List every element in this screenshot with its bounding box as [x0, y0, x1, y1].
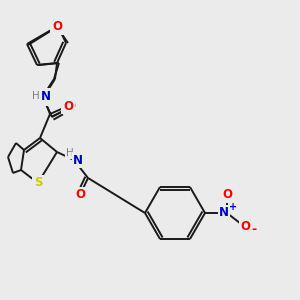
Text: N: N: [219, 206, 229, 220]
Text: N: N: [41, 89, 51, 103]
Text: H: H: [32, 91, 40, 101]
Text: O: O: [222, 188, 232, 202]
Text: O: O: [63, 100, 73, 112]
Text: -: -: [251, 224, 256, 236]
Text: O: O: [52, 20, 62, 34]
Text: +: +: [229, 202, 237, 212]
Text: H: H: [66, 148, 74, 158]
Text: O: O: [75, 188, 85, 202]
Text: O: O: [240, 220, 250, 233]
Text: O: O: [65, 100, 75, 113]
Text: N: N: [73, 154, 83, 166]
Text: N: N: [41, 92, 51, 104]
Text: S: S: [34, 176, 42, 190]
Text: O: O: [53, 20, 63, 32]
Text: S: S: [34, 176, 42, 190]
Text: H: H: [32, 93, 40, 103]
